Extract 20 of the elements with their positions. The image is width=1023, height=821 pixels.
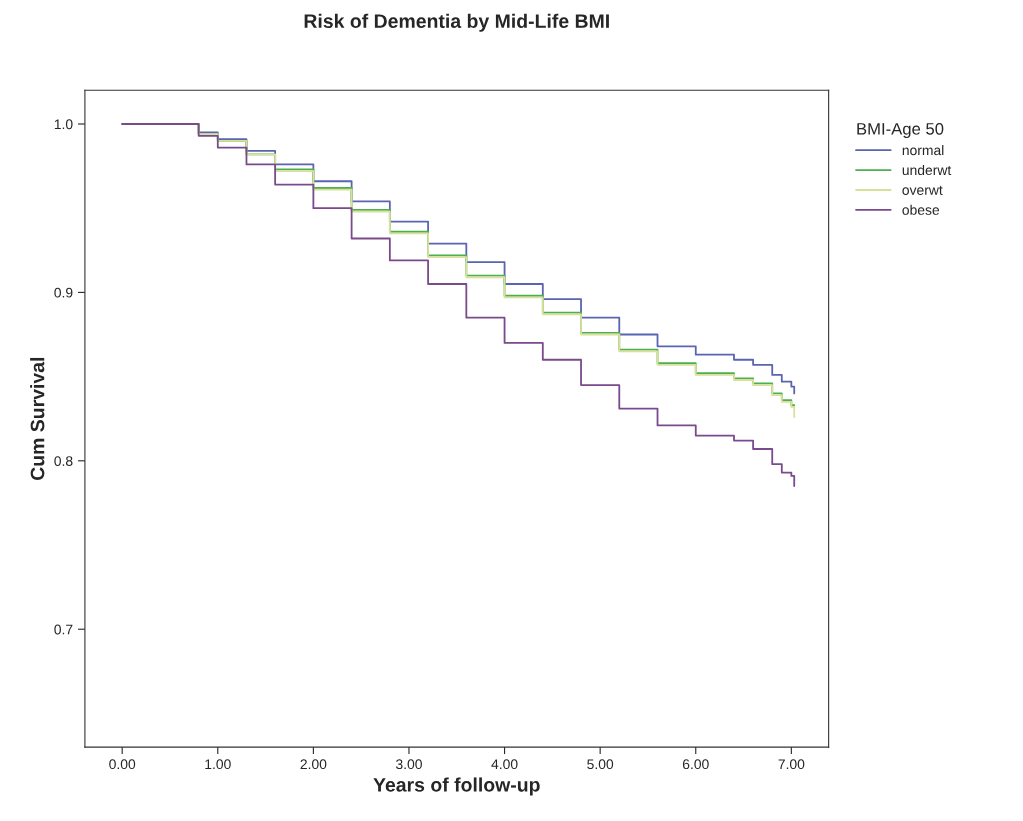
legend-title: BMI-Age 50 xyxy=(857,122,944,139)
legend-label: underwt xyxy=(902,164,952,176)
legend-label: obese xyxy=(902,204,940,215)
x-axis-title: Years of follow-up xyxy=(373,777,540,796)
x-tick-label: 0.00 xyxy=(109,759,136,770)
legend-label: normal xyxy=(902,144,944,156)
y-axis-title: Cum Survival xyxy=(30,357,45,481)
chart-title: Risk of Dementia by Mid-Life BMI xyxy=(304,13,609,32)
x-tick-label: 4.00 xyxy=(491,759,518,770)
x-tick-label: 2.00 xyxy=(300,759,327,770)
y-tick-label: 0.9 xyxy=(54,287,73,298)
x-tick-label: 6.00 xyxy=(682,759,709,770)
x-tick-label: 7.00 xyxy=(778,759,805,770)
legend-label: overwt xyxy=(902,185,943,195)
y-tick-label: 0.7 xyxy=(54,624,73,635)
y-tick-label: 1.0 xyxy=(54,119,73,130)
x-tick-label: 5.00 xyxy=(587,759,614,770)
x-tick-label: 1.00 xyxy=(205,759,231,770)
y-tick-label: 0.8 xyxy=(54,456,73,466)
x-tick-label: 3.00 xyxy=(395,759,422,770)
